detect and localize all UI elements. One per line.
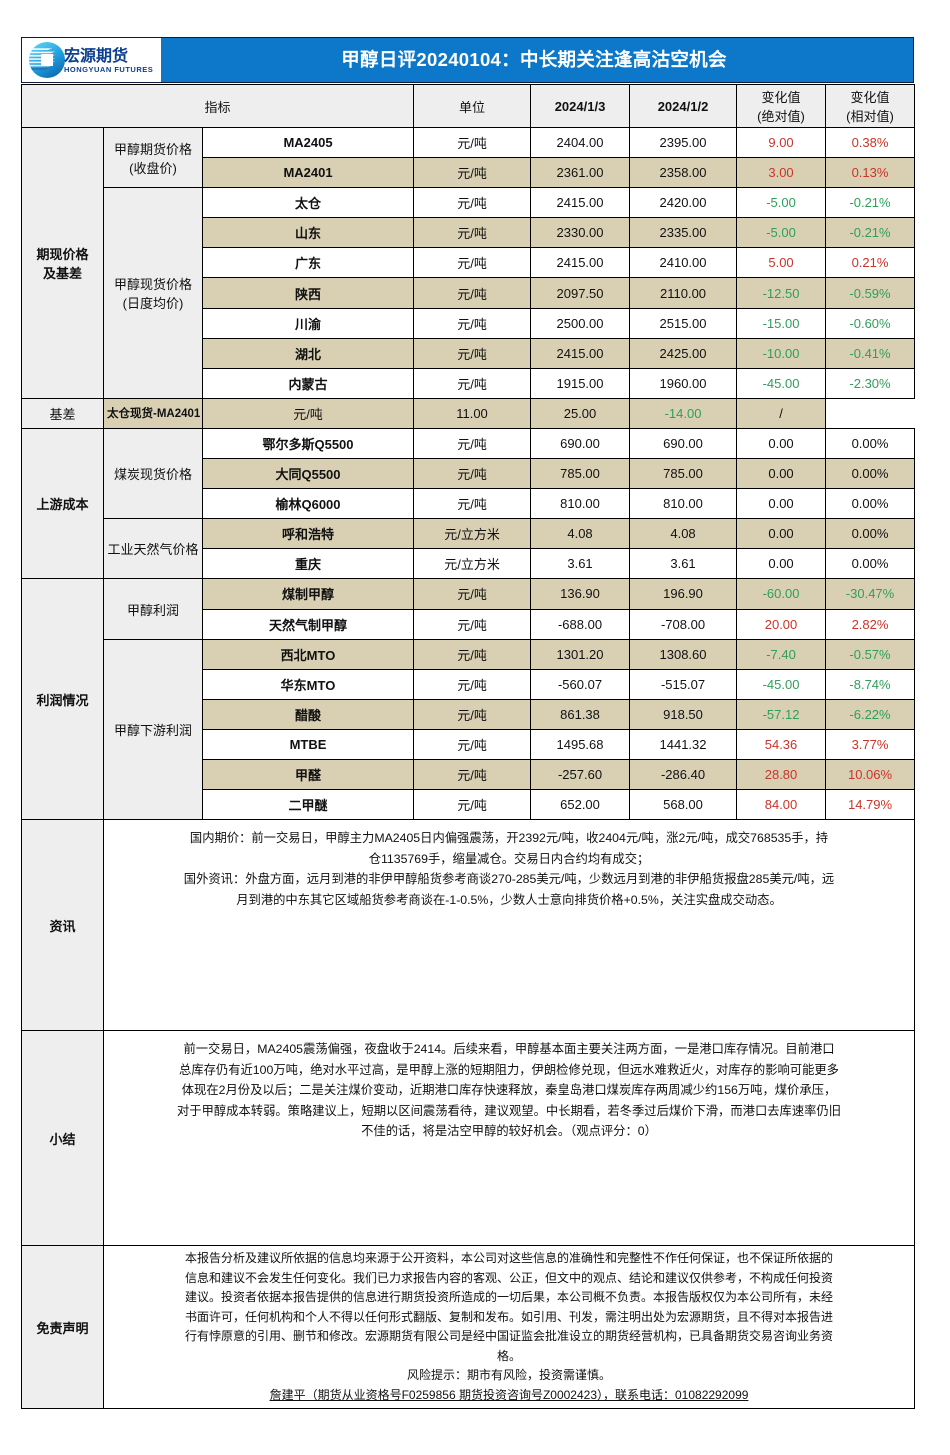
svg-text:HONGYUAN FUTURES: HONGYUAN FUTURES <box>64 65 153 74</box>
svg-text:宏源期货: 宏源期货 <box>64 46 128 65</box>
